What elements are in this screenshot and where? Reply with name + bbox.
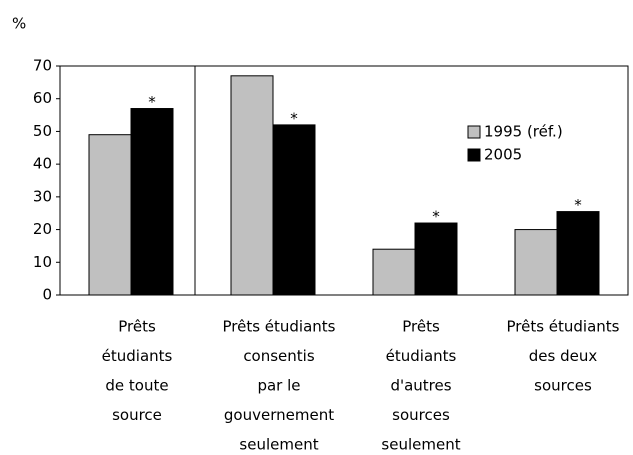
- bar: [130, 108, 174, 296]
- x-tick-label: Prêts étudiants: [506, 318, 619, 336]
- x-tick-label: seulement: [381, 436, 460, 454]
- x-tick-label: gouvernement: [224, 406, 334, 424]
- x-tick-label: sources: [534, 377, 592, 395]
- y-axis-label: %: [12, 15, 26, 33]
- y-tick-label: 20: [33, 220, 52, 238]
- x-tick-label: consentis: [243, 347, 315, 365]
- y-tick-label: 50: [33, 122, 52, 140]
- y-tick-label: 40: [33, 155, 52, 173]
- x-tick-label: étudiants: [386, 347, 457, 365]
- annotation: *: [574, 196, 582, 214]
- x-tick-label: Prêts: [402, 318, 440, 336]
- x-tick-label: Prêts étudiants: [222, 318, 335, 336]
- annotation: *: [290, 109, 298, 127]
- x-tick-label: sources: [392, 406, 450, 424]
- legend-swatch: [467, 125, 481, 139]
- x-tick-label: d'autres: [390, 377, 451, 395]
- x-tick-label: des deux: [529, 347, 598, 365]
- bar: [272, 124, 316, 296]
- legend-swatch: [467, 148, 481, 162]
- annotation: *: [432, 208, 440, 226]
- legend-label: 1995 (réf.): [484, 123, 563, 141]
- x-tick-label: seulement: [239, 436, 318, 454]
- y-tick-label: 0: [42, 286, 52, 304]
- x-tick-label: de toute: [105, 377, 168, 395]
- x-tick-label: source: [112, 406, 162, 424]
- y-tick-label: 30: [33, 187, 52, 205]
- bar: [88, 134, 132, 296]
- plot-frame: [59, 65, 629, 296]
- legend-label: 2005: [484, 146, 522, 164]
- bar: [556, 211, 600, 296]
- bar: [230, 75, 274, 296]
- x-tick-label: étudiants: [102, 347, 173, 365]
- bar: [372, 248, 416, 296]
- bar: [414, 222, 458, 296]
- y-tick-label: 10: [33, 253, 52, 271]
- y-tick-label: 70: [33, 57, 52, 75]
- bar: [514, 229, 558, 296]
- x-tick-label: Prêts: [118, 318, 156, 336]
- y-tick-label: 60: [33, 89, 52, 107]
- x-tick-label: par le: [257, 377, 300, 395]
- annotation: *: [148, 93, 156, 111]
